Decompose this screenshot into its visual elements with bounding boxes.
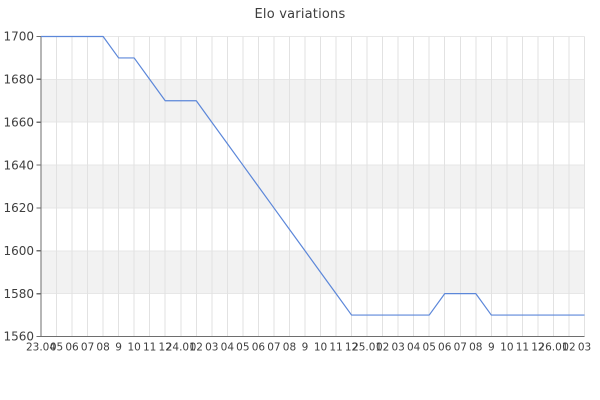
x-tick-label: 26.01 — [538, 342, 568, 354]
x-tick-label: 08 — [469, 342, 482, 354]
y-tick-label: 1560 — [3, 330, 34, 344]
x-tick-label: 04 — [407, 342, 421, 354]
x-tick-label: 02 — [562, 342, 575, 354]
x-tick-label: 06 — [438, 342, 452, 354]
x-tick-label: 9 — [488, 342, 495, 354]
y-tick-label: 1660 — [3, 115, 34, 129]
y-tick-label: 1600 — [3, 244, 34, 258]
x-tick-label: 08 — [96, 342, 109, 354]
x-tick-label: 10 — [500, 342, 513, 354]
x-tick-label: 03 — [205, 342, 218, 354]
x-tick-label: 11 — [516, 342, 529, 354]
y-tick-label: 1620 — [3, 201, 34, 215]
elo-line — [41, 35, 585, 316]
plot-band — [41, 165, 585, 208]
y-tick-label: 1700 — [3, 30, 34, 44]
x-tick-label: 11 — [329, 342, 342, 354]
x-tick-label: 9 — [115, 342, 122, 354]
x-tick-label: 24.01 — [166, 342, 196, 354]
x-tick-label: 06 — [65, 342, 79, 354]
x-tick-label: 03 — [578, 342, 591, 354]
x-tick-label: 23.04 — [26, 342, 56, 354]
x-tick-label: 05 — [50, 342, 63, 354]
x-tick-label: 12 — [345, 342, 358, 354]
y-tick-label: 1680 — [3, 73, 34, 87]
x-tick-label: 12 — [159, 342, 172, 354]
x-tick-label: 03 — [391, 342, 404, 354]
x-tick-label: 12 — [531, 342, 544, 354]
x-tick-label: 25.01 — [352, 342, 382, 354]
x-tick-label: 05 — [236, 342, 249, 354]
x-tick-label: 07 — [267, 342, 280, 354]
plot-band — [41, 79, 585, 123]
x-tick-label: 11 — [143, 342, 156, 354]
plot-band — [41, 250, 585, 294]
y-tick-label: 1580 — [3, 287, 34, 301]
y-tick-label: 1640 — [3, 158, 34, 172]
x-tick-label: 9 — [302, 342, 309, 354]
chart-title: Elo variations — [254, 7, 346, 22]
x-tick-label: 10 — [127, 342, 140, 354]
x-tick-label: 08 — [283, 342, 296, 354]
x-tick-label: 02 — [376, 342, 389, 354]
x-tick-label: 05 — [423, 342, 436, 354]
x-tick-label: 10 — [314, 342, 327, 354]
x-tick-label: 07 — [81, 342, 94, 354]
x-tick-label: 02 — [190, 342, 203, 354]
x-tick-label: 07 — [454, 342, 467, 354]
x-tick-label: 06 — [252, 342, 266, 354]
x-tick-label: 04 — [221, 342, 235, 354]
